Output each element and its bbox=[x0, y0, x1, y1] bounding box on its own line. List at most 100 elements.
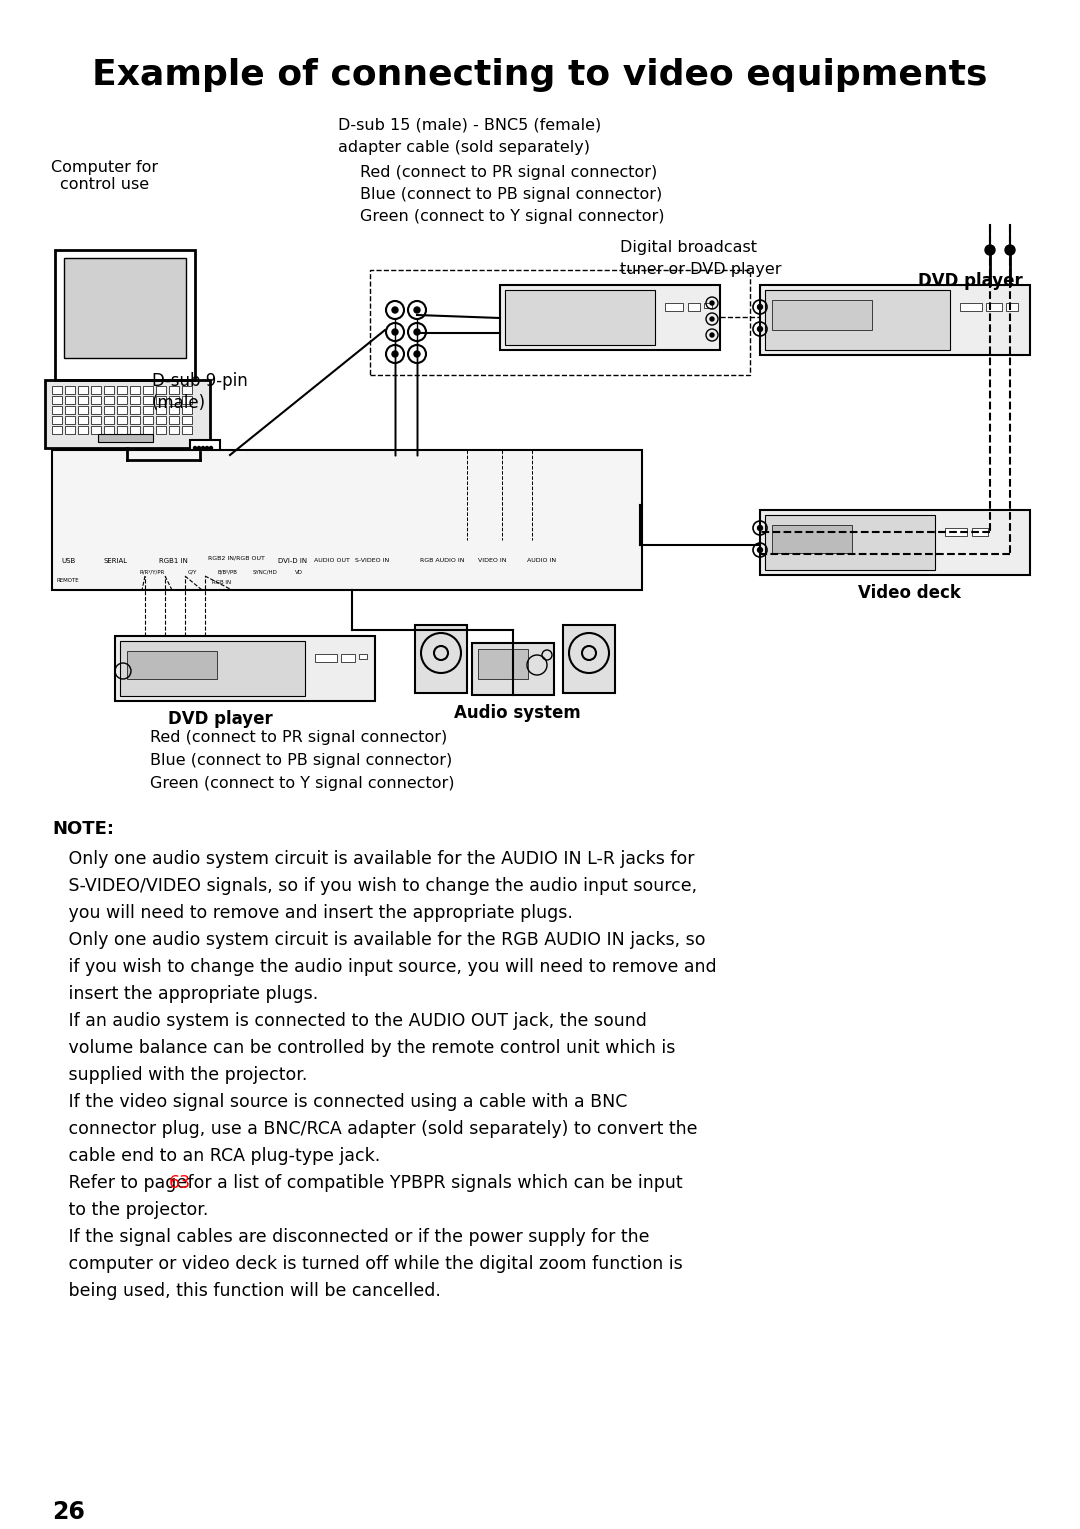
Circle shape bbox=[166, 472, 170, 477]
Text: B/Bʸ/PB: B/Bʸ/PB bbox=[217, 570, 237, 575]
Circle shape bbox=[757, 327, 762, 332]
Circle shape bbox=[368, 474, 376, 482]
Bar bbox=[143, 427, 153, 434]
Text: RGB2 IN/RGB OUT: RGB2 IN/RGB OUT bbox=[207, 555, 265, 560]
Bar bbox=[765, 515, 935, 570]
Circle shape bbox=[368, 489, 376, 498]
Circle shape bbox=[119, 480, 123, 485]
Bar bbox=[52, 427, 62, 434]
Circle shape bbox=[110, 472, 114, 476]
Bar bbox=[104, 396, 114, 404]
Circle shape bbox=[710, 333, 714, 336]
Text: you will need to remove and insert the appropriate plugs.: you will need to remove and insert the a… bbox=[52, 904, 572, 922]
Bar bbox=[156, 416, 166, 424]
Text: G/Y: G/Y bbox=[187, 570, 197, 575]
Text: D-sub 15 (male) - BNC5 (female): D-sub 15 (male) - BNC5 (female) bbox=[338, 118, 602, 133]
Circle shape bbox=[166, 482, 170, 485]
Text: RGB1 IN: RGB1 IN bbox=[159, 558, 188, 564]
Bar bbox=[765, 291, 950, 350]
Bar bbox=[168, 385, 179, 394]
Circle shape bbox=[237, 482, 241, 485]
Circle shape bbox=[276, 465, 280, 469]
Bar bbox=[272, 460, 314, 488]
Text: Only one audio system circuit is available for the RGB AUDIO IN jacks, so: Only one audio system circuit is availab… bbox=[52, 931, 705, 950]
Circle shape bbox=[221, 472, 225, 477]
Circle shape bbox=[193, 446, 197, 450]
Bar bbox=[52, 416, 62, 424]
Bar bbox=[472, 644, 554, 696]
Bar bbox=[168, 427, 179, 434]
Text: AUDIO OUT: AUDIO OUT bbox=[314, 558, 350, 563]
Text: VD: VD bbox=[295, 570, 303, 575]
Bar bbox=[120, 518, 141, 540]
Circle shape bbox=[174, 472, 178, 477]
Text: 26: 26 bbox=[52, 1500, 85, 1524]
Bar bbox=[143, 385, 153, 394]
Bar bbox=[114, 636, 375, 700]
Bar bbox=[986, 303, 1002, 310]
Bar bbox=[60, 518, 87, 541]
Bar bbox=[130, 407, 140, 414]
Text: If an audio system is connected to the AUDIO OUT jack, the sound: If an audio system is connected to the A… bbox=[52, 1012, 647, 1031]
Circle shape bbox=[414, 307, 420, 313]
Text: If the signal cables are disconnected or if the power supply for the: If the signal cables are disconnected or… bbox=[52, 1228, 649, 1246]
Circle shape bbox=[213, 482, 217, 485]
Circle shape bbox=[757, 526, 762, 531]
Bar bbox=[104, 385, 114, 394]
Circle shape bbox=[150, 465, 154, 469]
Circle shape bbox=[98, 472, 102, 476]
Circle shape bbox=[539, 477, 545, 483]
Bar bbox=[415, 625, 467, 693]
Bar bbox=[156, 407, 166, 414]
Text: SERIAL: SERIAL bbox=[104, 558, 129, 564]
Bar bbox=[500, 284, 720, 350]
Circle shape bbox=[210, 446, 213, 450]
Circle shape bbox=[205, 453, 208, 456]
Bar bbox=[370, 271, 750, 375]
Bar bbox=[168, 396, 179, 404]
Circle shape bbox=[392, 352, 399, 356]
Bar bbox=[117, 407, 127, 414]
Text: tuner or DVD player: tuner or DVD player bbox=[620, 261, 782, 277]
Bar bbox=[146, 460, 200, 488]
Bar bbox=[478, 648, 528, 679]
Bar bbox=[505, 291, 654, 346]
Bar bbox=[117, 396, 127, 404]
Circle shape bbox=[480, 477, 485, 483]
Circle shape bbox=[107, 480, 111, 485]
Bar bbox=[65, 385, 75, 394]
Bar bbox=[183, 416, 192, 424]
Bar bbox=[52, 407, 62, 414]
Text: to the projector.: to the projector. bbox=[52, 1200, 208, 1219]
Bar bbox=[341, 654, 355, 662]
Circle shape bbox=[106, 524, 110, 528]
Text: Computer for
control use: Computer for control use bbox=[52, 161, 159, 193]
Bar bbox=[65, 427, 75, 434]
Circle shape bbox=[229, 472, 233, 477]
Circle shape bbox=[202, 453, 204, 456]
Bar bbox=[760, 284, 1030, 355]
Bar bbox=[104, 427, 114, 434]
Text: Only one audio system circuit is available for the AUDIO IN L-R jacks for: Only one audio system circuit is availab… bbox=[52, 850, 694, 868]
Bar bbox=[52, 396, 62, 404]
Bar bbox=[156, 396, 166, 404]
Bar bbox=[60, 518, 82, 540]
Text: volume balance can be controlled by the remote control unit which is: volume balance can be controlled by the … bbox=[52, 1040, 675, 1057]
Bar bbox=[52, 450, 642, 590]
Bar bbox=[143, 396, 153, 404]
Bar bbox=[210, 460, 264, 488]
Text: RGB AUDIO IN: RGB AUDIO IN bbox=[420, 558, 464, 563]
Text: Red (connect to PR signal connector): Red (connect to PR signal connector) bbox=[360, 165, 658, 180]
Circle shape bbox=[124, 524, 129, 528]
Circle shape bbox=[183, 482, 186, 485]
Circle shape bbox=[150, 472, 154, 477]
Bar bbox=[183, 427, 192, 434]
Bar bbox=[183, 385, 192, 394]
Bar bbox=[156, 385, 166, 394]
Circle shape bbox=[284, 482, 288, 485]
Bar bbox=[104, 407, 114, 414]
Circle shape bbox=[237, 465, 241, 469]
Bar bbox=[91, 396, 102, 404]
Bar bbox=[190, 440, 220, 460]
Circle shape bbox=[392, 307, 399, 313]
